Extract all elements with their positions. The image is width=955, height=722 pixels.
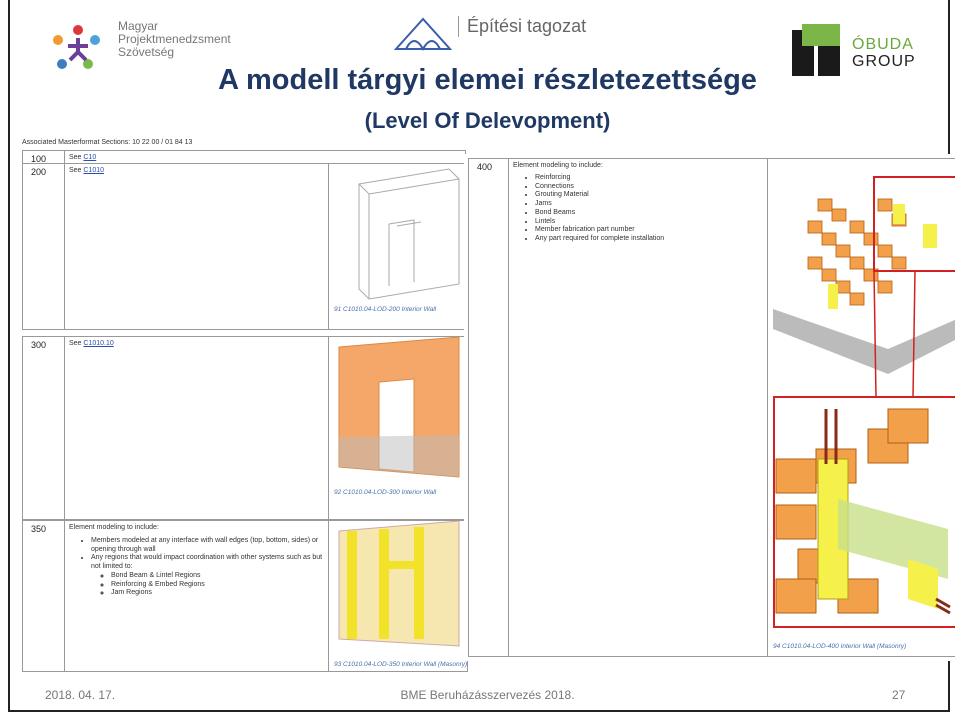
bullet-item: Member fabrication part number: [535, 226, 763, 235]
row-text: See C1010: [65, 164, 328, 179]
bullet-item: Reinforcing: [535, 174, 763, 183]
text: See: [69, 340, 82, 347]
footer-date: 2018. 04. 17.: [45, 688, 116, 702]
logo-text: Magyar: [118, 19, 159, 33]
tagozat-logo: [393, 17, 453, 52]
level: 400: [477, 162, 493, 172]
text: See: [69, 154, 82, 161]
sub-item: Bond Beam & Lintel Regions: [111, 572, 324, 581]
text: See: [69, 167, 82, 174]
sub-item: Reinforcing & Embed Regions: [111, 581, 324, 590]
bullet-item: Jams: [535, 200, 763, 209]
sub-list: Bond Beam & Lintel RegionsReinforcing & …: [91, 572, 324, 598]
bullet-text: Members modeled at any interface with wa…: [91, 536, 319, 553]
figure-caption: 93 C1010.04-LOD-350 Interior Wall (Mason…: [334, 661, 468, 668]
row-text: Element modeling to include: Members mode…: [65, 521, 328, 601]
row-text: Element modeling to include: ReinforcingC…: [509, 159, 767, 247]
row-text: See C1010.10: [65, 337, 328, 352]
bullet-item: Lintels: [535, 218, 763, 227]
footer-center: BME Beruházásszervezés 2018.: [400, 688, 575, 702]
level: 350: [31, 524, 47, 534]
bullet-item: Grouting Material: [535, 191, 763, 200]
logo-text: Szövetség: [118, 45, 175, 59]
masonry-figure: [773, 176, 955, 628]
bullet-item: Members modeled at any interface with wa…: [91, 537, 324, 555]
mpsz-logo: [53, 25, 100, 69]
link[interactable]: C10: [83, 154, 97, 161]
wireframe-wall: [358, 168, 460, 300]
bullet-item: Bond Beams: [535, 209, 763, 218]
figure-caption: 92 C1010.04-LOD-300 Interior Wall: [334, 489, 437, 496]
level: 100: [31, 154, 47, 164]
logo-text: Projektmenedzsment: [118, 32, 231, 46]
bullet-item: Any regions that would impact coordinati…: [91, 554, 324, 598]
obuda-logo: [792, 24, 840, 76]
level: 300: [31, 340, 47, 350]
page-number: 27: [892, 688, 906, 702]
link[interactable]: C1010: [83, 167, 105, 174]
logo-center: Építési tagozat: [458, 16, 586, 37]
table-caption: Associated Masterformat Sections: 10 22 …: [22, 139, 193, 146]
text: Element modeling to include:: [513, 162, 603, 169]
link[interactable]: C1010.10: [83, 340, 114, 347]
bullet-text: Any regions that would impact coordinati…: [91, 554, 323, 570]
orange-wall: [338, 336, 460, 478]
slide-subtitle: (Level Of Delevopment): [364, 108, 611, 133]
mpsz-text: Magyar Projektmenedzsment Szövetség: [118, 20, 231, 59]
logo-text: GROUP: [852, 53, 916, 70]
text: Element modeling to include:: [69, 524, 159, 531]
logo-text: ÓBUDA: [852, 36, 914, 53]
bullet-list: ReinforcingConnectionsGrouting MaterialJ…: [513, 174, 763, 244]
bullet-item: Connections: [535, 183, 763, 192]
slide-title: A modell tárgyi elemei részletezettsége: [218, 64, 757, 96]
yellow-wall: [338, 520, 460, 647]
bullet-item: Any part required for complete installat…: [535, 235, 763, 244]
bullet-list: Members modeled at any interface with wa…: [69, 537, 324, 598]
level: 200: [31, 167, 47, 177]
figure-caption: 94 C1010.04-LOD-400 Interior Wall (Mason…: [773, 643, 907, 650]
row-text: See C10: [65, 151, 465, 166]
sub-item: Jam Regions: [111, 589, 324, 598]
obuda-text: ÓBUDA GROUP: [852, 36, 916, 70]
figure-caption: 91 C1010.04-LOD-200 Interior Wall: [334, 306, 437, 313]
overlay: 400 Element modeling to include: Reinforc…: [466, 156, 955, 659]
